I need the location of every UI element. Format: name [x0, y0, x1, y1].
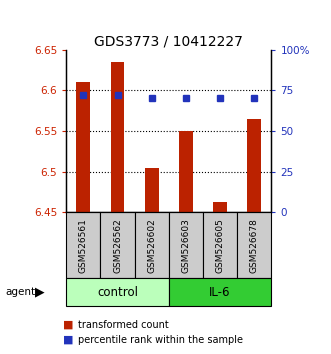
Text: GSM526602: GSM526602: [147, 218, 156, 273]
Text: ■: ■: [63, 320, 73, 330]
Bar: [76, 82, 90, 212]
Bar: [100, 212, 135, 278]
Bar: [203, 212, 237, 278]
Bar: [169, 212, 203, 278]
Text: transformed count: transformed count: [78, 320, 168, 330]
Bar: [169, 278, 271, 306]
Text: percentile rank within the sample: percentile rank within the sample: [78, 335, 243, 345]
Text: GSM526562: GSM526562: [113, 218, 122, 273]
Bar: [111, 62, 124, 212]
Text: GSM526605: GSM526605: [215, 218, 225, 273]
Bar: [66, 278, 169, 306]
Title: GDS3773 / 10412227: GDS3773 / 10412227: [94, 34, 243, 48]
Text: GSM526678: GSM526678: [250, 218, 259, 273]
Bar: [145, 167, 159, 212]
Bar: [213, 202, 227, 212]
Text: GSM526603: GSM526603: [181, 218, 190, 273]
Bar: [179, 131, 193, 212]
Bar: [135, 212, 169, 278]
Text: IL-6: IL-6: [210, 286, 231, 298]
Text: control: control: [97, 286, 138, 298]
Text: agent: agent: [5, 287, 35, 297]
Bar: [237, 212, 271, 278]
Text: ■: ■: [63, 335, 73, 345]
Text: ▶: ▶: [35, 286, 44, 298]
Bar: [248, 119, 261, 212]
Bar: [66, 212, 100, 278]
Text: GSM526561: GSM526561: [79, 218, 88, 273]
